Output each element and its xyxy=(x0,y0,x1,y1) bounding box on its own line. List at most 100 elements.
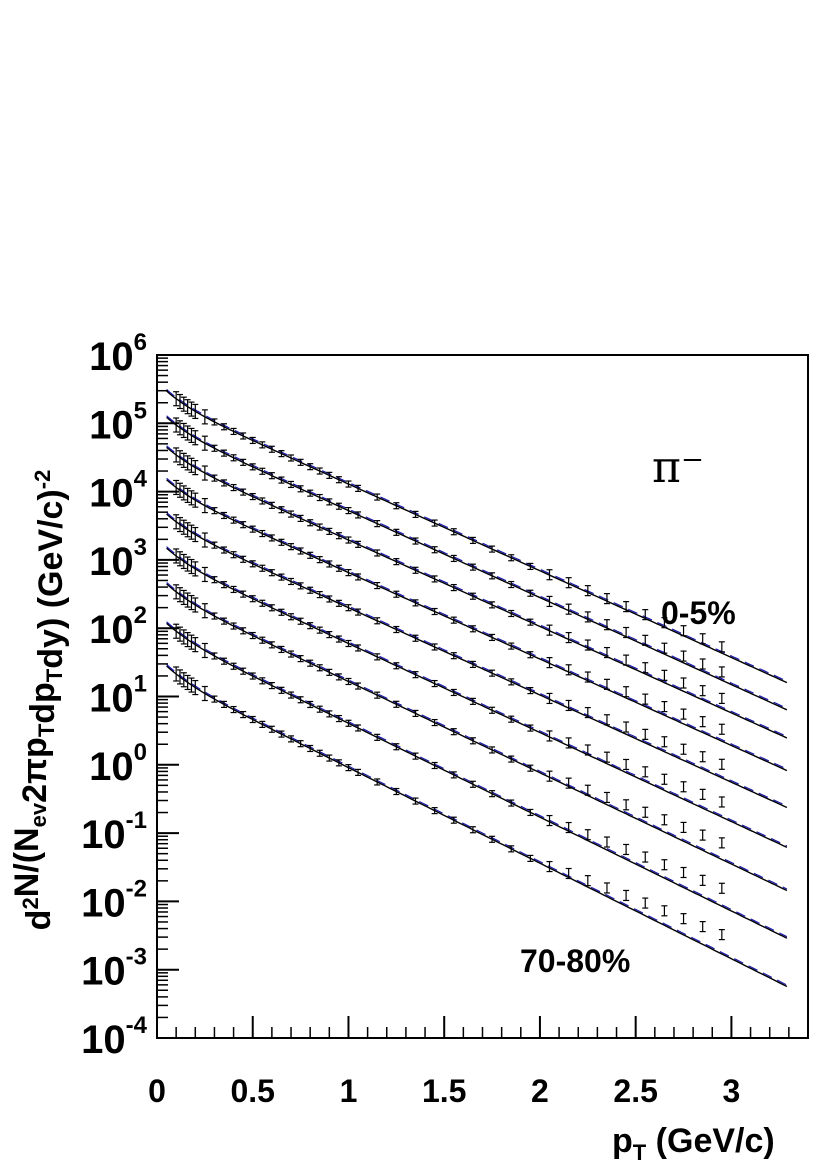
data-point xyxy=(489,572,496,580)
data-point xyxy=(184,522,191,538)
data-point xyxy=(180,629,187,645)
data-point xyxy=(278,686,285,694)
data-point xyxy=(335,673,342,681)
data-point xyxy=(188,401,195,417)
data-point xyxy=(374,493,381,501)
data-point xyxy=(450,816,457,824)
data-point xyxy=(642,634,649,646)
data-point xyxy=(412,599,419,607)
data-point xyxy=(584,671,591,683)
data-point xyxy=(374,778,381,786)
data-point xyxy=(527,808,534,817)
data-point xyxy=(623,686,630,698)
data-point xyxy=(192,637,199,653)
data-point xyxy=(718,692,725,705)
data-point xyxy=(527,854,534,863)
data-point xyxy=(603,619,610,631)
data-point xyxy=(297,485,304,493)
fit-curve-blue xyxy=(166,664,788,986)
data-point xyxy=(249,525,256,533)
data-point xyxy=(249,672,256,680)
data-point xyxy=(316,523,323,531)
data-point xyxy=(680,650,687,662)
data-point xyxy=(326,471,333,479)
data-point xyxy=(450,528,457,536)
data-point xyxy=(268,534,275,542)
data-point xyxy=(173,623,180,639)
data-point xyxy=(508,554,515,562)
data-point xyxy=(316,556,323,564)
data-point xyxy=(680,781,687,793)
data-point xyxy=(661,669,668,681)
data-point xyxy=(699,658,706,670)
x-tick-label: 2 xyxy=(531,1073,549,1109)
data-point xyxy=(527,562,534,571)
data-point xyxy=(699,874,706,886)
data-point xyxy=(184,455,191,471)
data-point xyxy=(240,458,247,466)
data-point xyxy=(584,875,591,887)
data-point xyxy=(180,672,187,688)
data-point xyxy=(412,634,419,642)
data-point xyxy=(450,554,457,563)
data-point xyxy=(642,609,649,621)
data-point xyxy=(316,705,323,713)
data-point xyxy=(259,467,266,475)
data-point xyxy=(278,506,285,514)
data-point xyxy=(184,556,191,572)
data-point xyxy=(184,399,191,415)
data-point xyxy=(249,595,256,603)
data-point xyxy=(221,581,228,589)
y-tick-label: 10-1 xyxy=(81,807,147,857)
data-point xyxy=(268,604,275,612)
data-point xyxy=(297,696,304,704)
data-point xyxy=(188,634,195,650)
data-point xyxy=(393,743,400,751)
y-tick-label: 100 xyxy=(89,739,147,789)
data-point xyxy=(661,642,668,654)
fit-curve-black xyxy=(166,622,788,939)
data-point xyxy=(192,460,199,476)
data-point xyxy=(259,564,266,572)
data-point xyxy=(623,843,630,856)
data-point xyxy=(201,642,208,659)
data-point xyxy=(180,519,187,535)
y-tick-label: 106 xyxy=(89,329,147,379)
data-point xyxy=(489,835,496,843)
y-tick-label: 101 xyxy=(89,671,147,721)
data-point xyxy=(603,646,610,659)
data-point xyxy=(699,829,706,841)
data-point xyxy=(192,679,199,696)
data-point xyxy=(527,651,534,659)
data-point xyxy=(355,511,362,519)
data-point xyxy=(201,532,208,548)
data-point xyxy=(450,583,457,592)
data-point xyxy=(680,821,687,834)
data-point xyxy=(527,687,534,695)
data-point xyxy=(718,666,725,678)
data-point xyxy=(699,633,706,645)
data-point xyxy=(603,714,610,726)
data-point xyxy=(230,516,237,524)
data-point xyxy=(176,482,183,498)
fit-curve-black xyxy=(166,513,788,809)
data-point xyxy=(393,625,400,634)
data-point xyxy=(176,516,183,533)
axes: 0 0.5 1 1.5 2 2.5 3 10-4 10-3 10-2 10-1 100 101 102 10… xyxy=(81,329,790,1109)
data-point xyxy=(546,814,553,827)
data-point xyxy=(431,519,438,527)
data-point xyxy=(603,593,610,605)
data-point xyxy=(278,573,285,581)
data-point xyxy=(240,488,247,496)
data-point xyxy=(278,538,285,546)
data-point xyxy=(489,633,496,642)
data-point xyxy=(288,510,295,518)
data-point xyxy=(259,720,266,729)
data-point xyxy=(642,766,649,778)
data-point xyxy=(240,667,247,675)
data-point xyxy=(326,527,333,535)
data-point xyxy=(268,569,275,577)
data-point xyxy=(211,541,218,549)
data-point xyxy=(680,625,687,637)
data-point xyxy=(180,589,187,606)
